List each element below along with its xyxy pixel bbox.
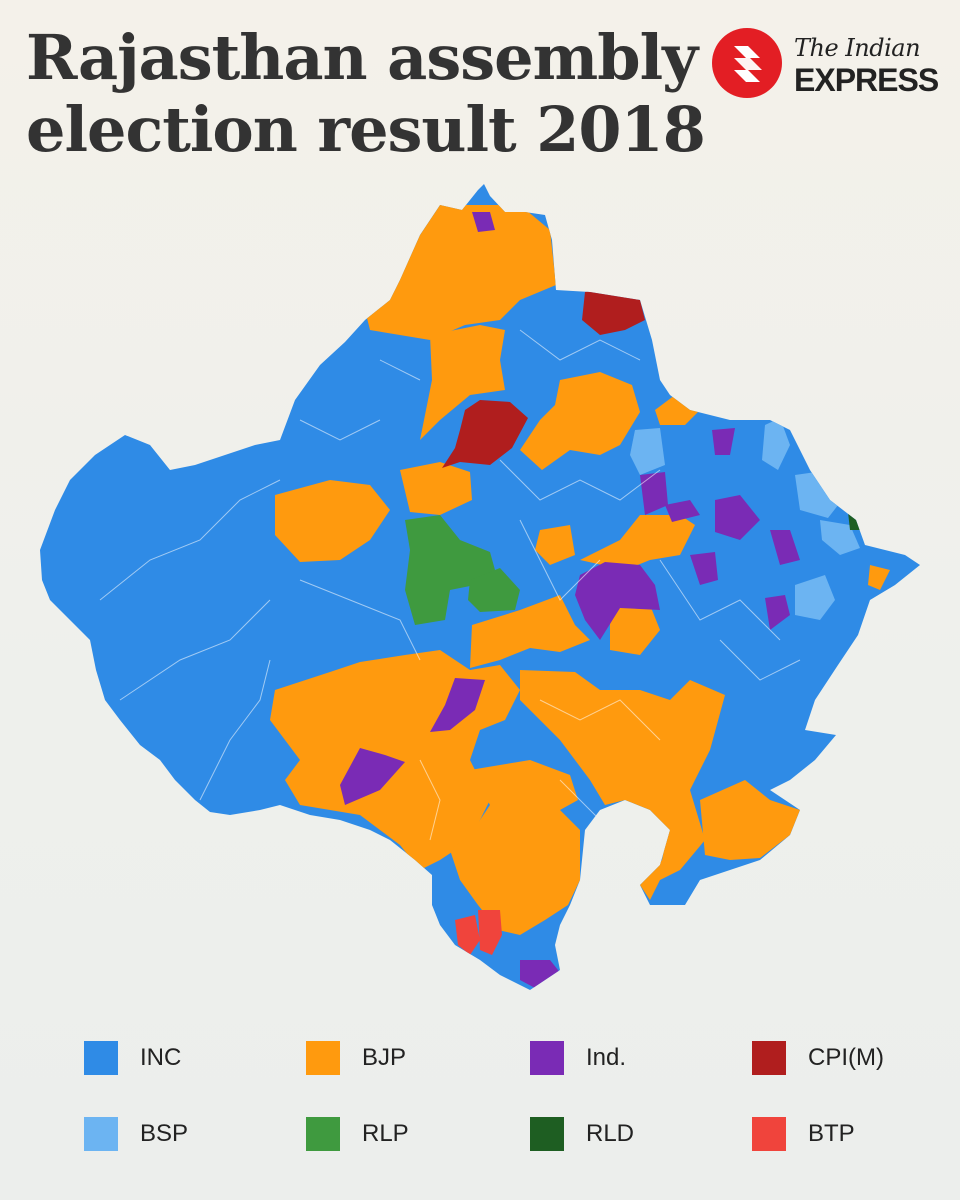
- legend-item-rld: RLD: [530, 1114, 634, 1154]
- legend-label-rld: RLD: [586, 1120, 635, 1147]
- legend-swatch-ind: [530, 1041, 564, 1075]
- legend-label-inc: INC: [140, 1044, 182, 1071]
- region-btp: [455, 910, 502, 955]
- legend-label-bsp: BSP: [140, 1120, 189, 1147]
- legend-swatch-inc: [84, 1041, 118, 1075]
- legend-label-bjp: BJP: [362, 1044, 407, 1071]
- legend-swatch-rlp: [306, 1117, 340, 1151]
- legend-label-ind: Ind.: [586, 1044, 627, 1071]
- legend-swatch-bsp: [84, 1117, 118, 1151]
- legend-label-btp: BTP: [808, 1120, 855, 1147]
- legend-item-bjp: BJP: [306, 1038, 406, 1078]
- constituency-borders: [99, 329, 801, 861]
- region-independent: [340, 212, 800, 988]
- region-bsp: [630, 418, 860, 620]
- region-rld: [848, 512, 862, 530]
- region-rlp: [405, 515, 520, 625]
- rajasthan-map: [0, 170, 960, 1010]
- brand-name-line-2: EXPRESS: [794, 62, 939, 98]
- page-title: Rajasthan assembly election result 2018: [26, 21, 706, 166]
- legend-item-ind: Ind.: [530, 1038, 626, 1078]
- brand-name-line-1: The Indian: [794, 34, 921, 62]
- brand-logo: The Indian EXPRESS: [712, 28, 942, 108]
- title-line-1: Rajasthan assembly: [26, 21, 698, 94]
- legend-item-btp: BTP: [752, 1114, 855, 1154]
- legend-item-bsp: BSP: [84, 1114, 188, 1154]
- indian-express-logo-icon: [712, 28, 782, 98]
- legend-label-rlp: RLP: [362, 1120, 409, 1147]
- legend-swatch-btp: [752, 1117, 786, 1151]
- legend-item-inc: INC: [84, 1038, 181, 1078]
- legend-swatch-cpim: [752, 1041, 786, 1075]
- legend-swatch-bjp: [306, 1041, 340, 1075]
- legend-label-cpim: CPI(M): [808, 1044, 884, 1071]
- legend-item-rlp: RLP: [306, 1114, 409, 1154]
- legend: INC BJP Ind. CPI(M) BSP RLP RLD BTP: [0, 1030, 960, 1180]
- title-line-2: election result 2018: [26, 93, 706, 166]
- legend-item-cpim: CPI(M): [752, 1038, 884, 1078]
- legend-swatch-rld: [530, 1117, 564, 1151]
